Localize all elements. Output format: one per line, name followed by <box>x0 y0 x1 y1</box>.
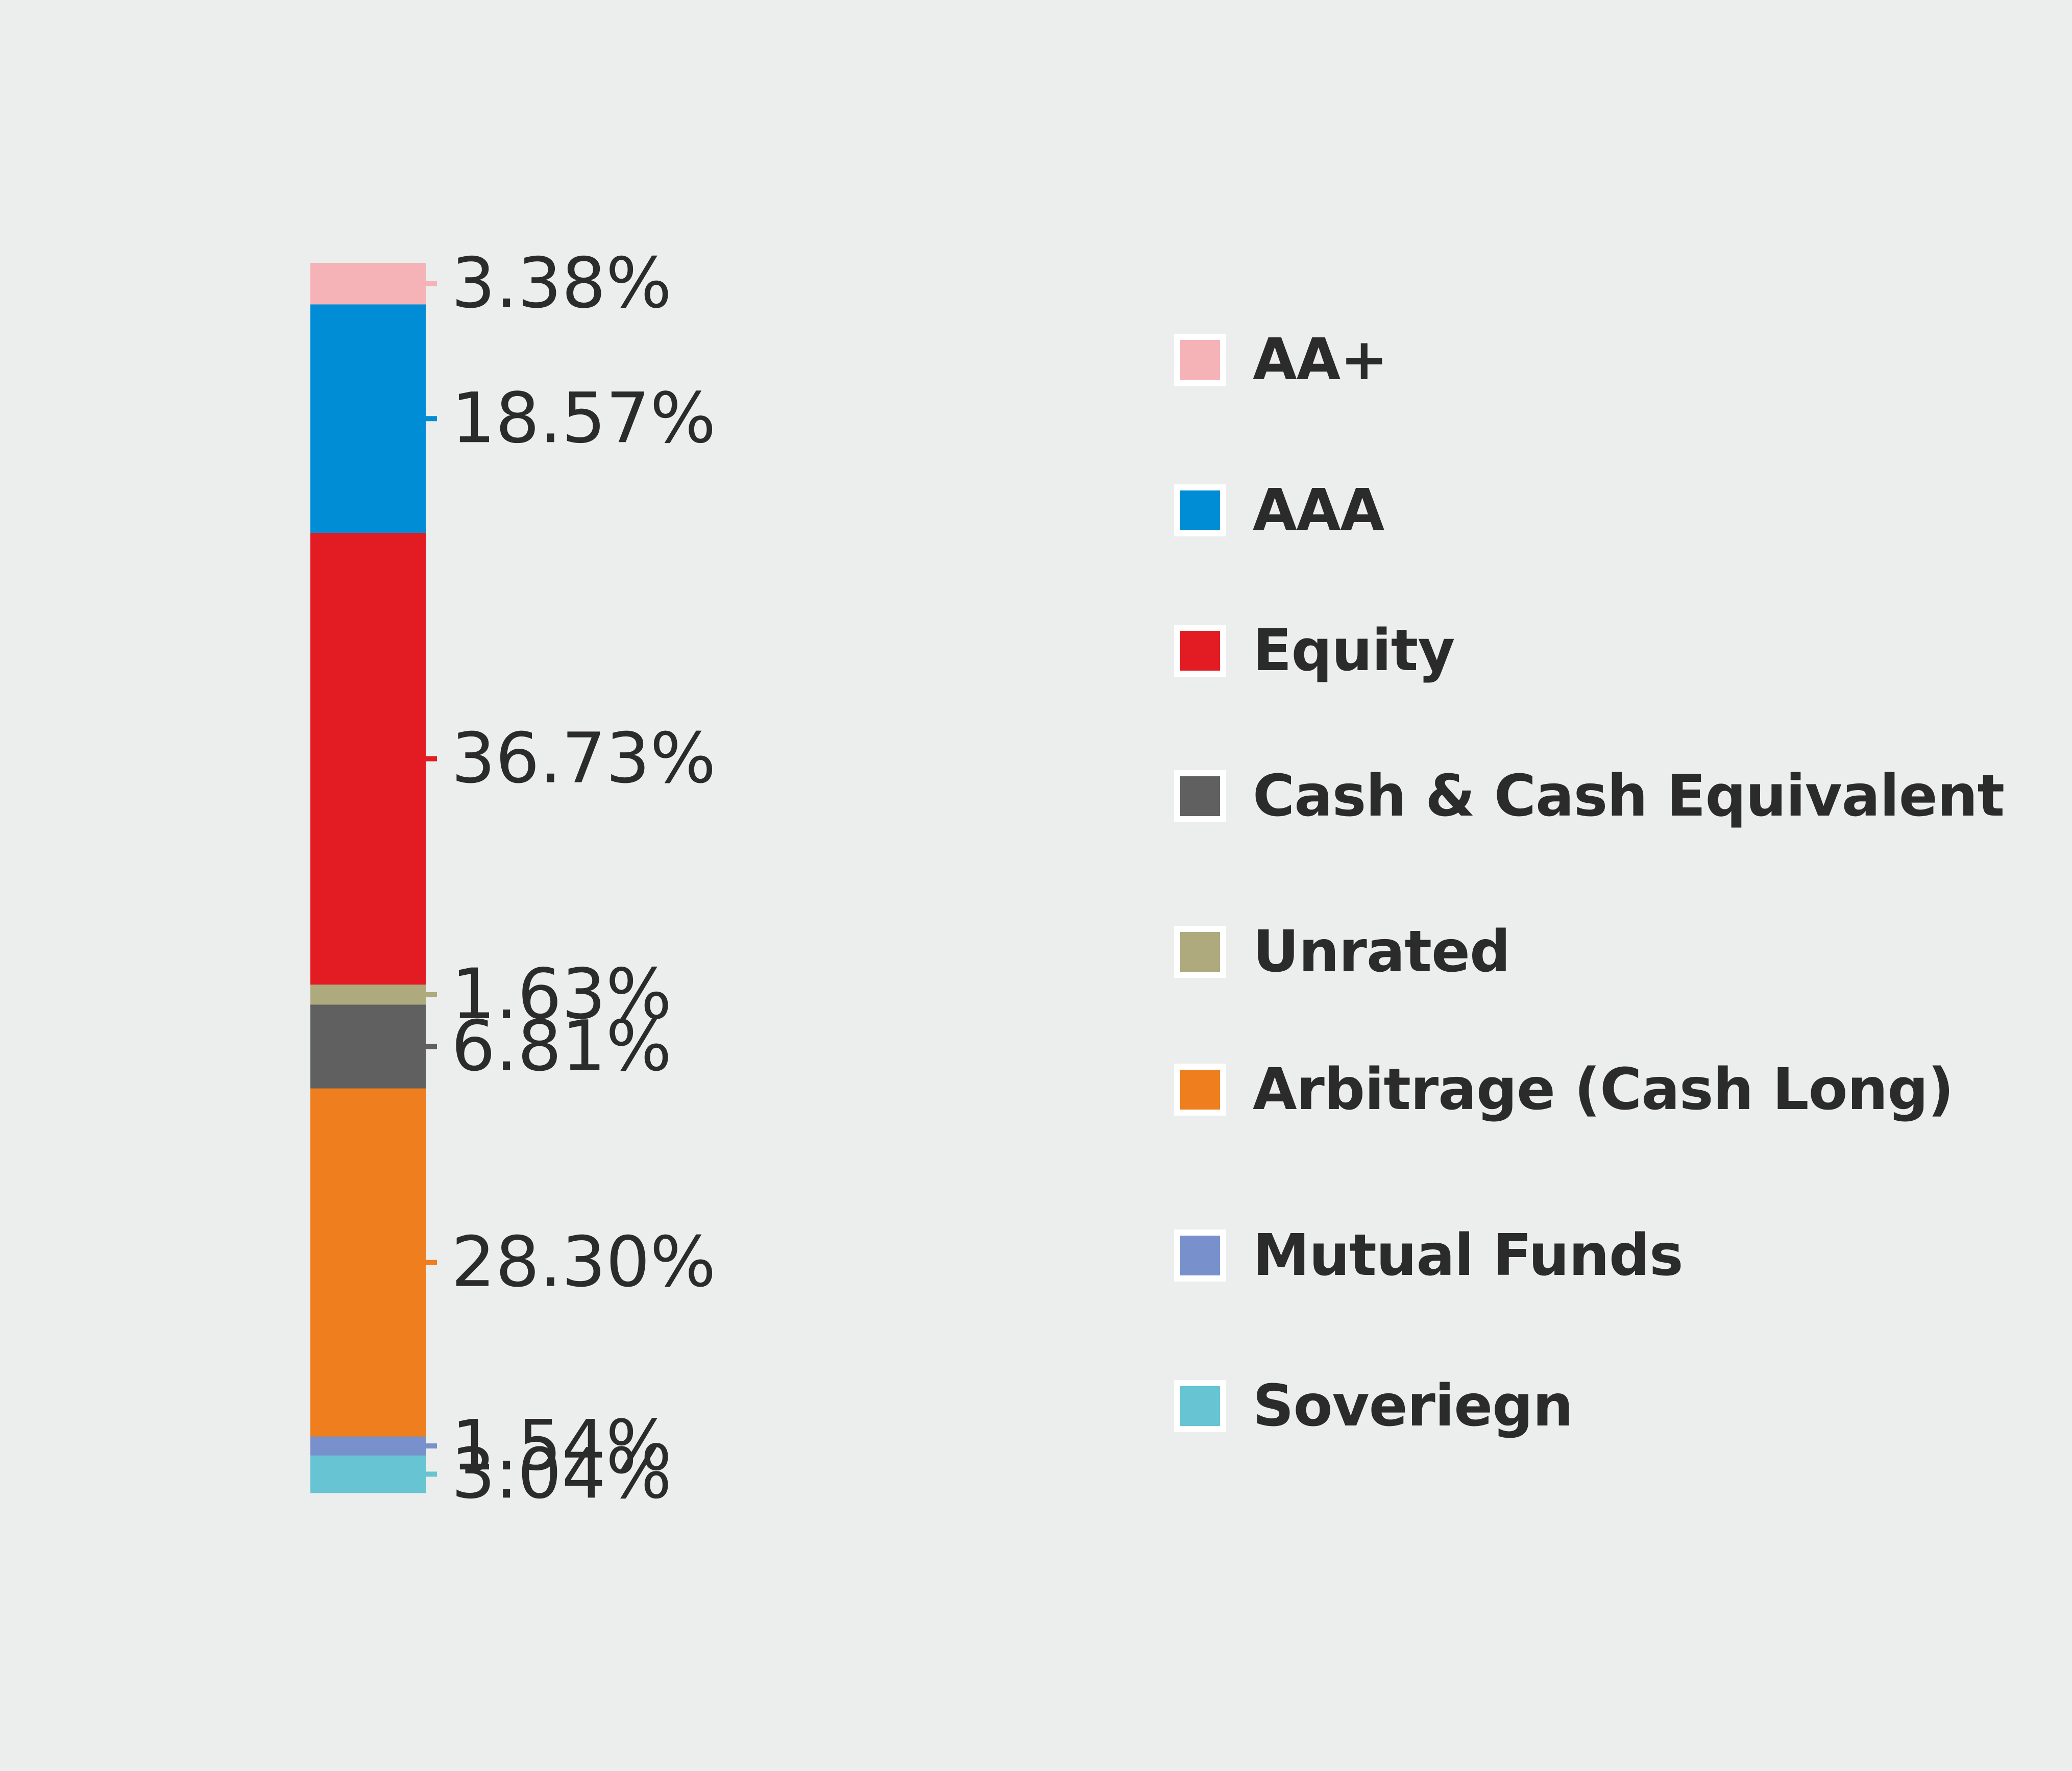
legend-swatch-arbitrage-cash-long <box>1174 1064 1226 1116</box>
bar-segment-equity <box>310 532 426 985</box>
legend-label-mutual-funds: Mutual Funds <box>1253 1222 1684 1289</box>
data-label-aaa: 18.57% <box>451 378 716 459</box>
legend-swatch-soveriegn <box>1174 1380 1226 1432</box>
legend-swatch-mutual-funds <box>1174 1229 1226 1282</box>
legend-swatch-cash-cash-equivalent <box>1174 770 1226 822</box>
data-label-cash-cash-equivalent: 6.81% <box>451 1006 672 1087</box>
legend-label-unrated: Unrated <box>1253 919 1510 985</box>
legend-item-equity: Equity <box>1174 618 1455 684</box>
legend-swatch-unrated <box>1174 926 1226 978</box>
legend-label-equity: Equity <box>1253 618 1455 684</box>
legend-swatch-aaa <box>1174 484 1226 536</box>
legend-item-aa: AA+ <box>1174 327 1388 393</box>
legend-swatch-equity <box>1174 625 1226 677</box>
legend-item-cash-cash-equivalent: Cash & Cash Equivalent <box>1174 763 2005 829</box>
data-label-soveriegn: 3.04% <box>451 1434 672 1514</box>
legend-label-aaa: AAA <box>1253 477 1384 544</box>
legend-item-arbitrage-cash-long: Arbitrage (Cash Long) <box>1174 1056 1954 1123</box>
legend-item-aaa: AAA <box>1174 477 1384 544</box>
legend-item-unrated: Unrated <box>1174 919 1510 985</box>
legend-item-mutual-funds: Mutual Funds <box>1174 1222 1684 1289</box>
bar-segment-arbitrage-cash-long <box>310 1088 426 1437</box>
bar-segment-soveriegn <box>310 1455 426 1493</box>
legend-item-soveriegn: Soveriegn <box>1174 1373 1573 1439</box>
bar-segment-mutual-funds <box>310 1436 426 1456</box>
bar-segment-aa <box>310 263 426 305</box>
legend-label-aa: AA+ <box>1253 327 1388 393</box>
data-label-mutual-funds: 1.54% <box>451 1406 672 1486</box>
bar-segment-aaa <box>310 304 426 533</box>
legend-swatch-aa <box>1174 334 1226 386</box>
legend-label-cash-cash-equivalent: Cash & Cash Equivalent <box>1253 763 2005 829</box>
bar-segment-cash-cash-equivalent <box>310 1004 426 1089</box>
data-label-equity: 36.73% <box>451 719 716 799</box>
data-label-aa: 3.38% <box>451 243 672 324</box>
data-label-arbitrage-cash-long: 28.30% <box>451 1222 716 1303</box>
legend-label-arbitrage-cash-long: Arbitrage (Cash Long) <box>1253 1056 1954 1123</box>
bar-segment-unrated <box>310 985 426 1005</box>
legend-label-soveriegn: Soveriegn <box>1253 1373 1573 1439</box>
data-label-unrated: 1.63% <box>451 954 672 1035</box>
